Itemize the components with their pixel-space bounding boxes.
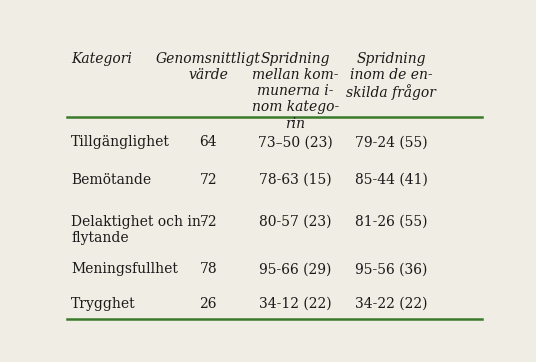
Text: Spridning
inom de en-
skilda frågor: Spridning inom de en- skilda frågor bbox=[346, 52, 436, 100]
Text: Delaktighet och in-
flytande: Delaktighet och in- flytande bbox=[71, 215, 206, 245]
Text: 95-56 (36): 95-56 (36) bbox=[355, 262, 427, 276]
Text: 85-44 (41): 85-44 (41) bbox=[355, 173, 427, 187]
Text: Meningsfullhet: Meningsfullhet bbox=[71, 262, 178, 276]
Text: 78-63 (15): 78-63 (15) bbox=[259, 173, 332, 187]
Text: 34-22 (22): 34-22 (22) bbox=[355, 297, 427, 311]
Text: 73–50 (23): 73–50 (23) bbox=[258, 135, 333, 150]
Text: 80-57 (23): 80-57 (23) bbox=[259, 215, 332, 229]
Text: 34-12 (22): 34-12 (22) bbox=[259, 297, 332, 311]
Text: 95-66 (29): 95-66 (29) bbox=[259, 262, 332, 276]
Text: Kategori: Kategori bbox=[71, 52, 132, 66]
Text: 81-26 (55): 81-26 (55) bbox=[355, 215, 427, 229]
Text: 72: 72 bbox=[199, 215, 217, 229]
Text: Genomsnittligt
värde: Genomsnittligt värde bbox=[156, 52, 260, 82]
Text: 64: 64 bbox=[199, 135, 217, 150]
Text: 26: 26 bbox=[199, 297, 217, 311]
Text: Trygghet: Trygghet bbox=[71, 297, 136, 311]
Text: 79-24 (55): 79-24 (55) bbox=[355, 135, 427, 150]
Text: Bemötande: Bemötande bbox=[71, 173, 151, 187]
Text: 78: 78 bbox=[199, 262, 217, 276]
Text: Spridning
mellan kom-
munerna i-
nom katego-
rin: Spridning mellan kom- munerna i- nom kat… bbox=[252, 52, 339, 131]
Text: 72: 72 bbox=[199, 173, 217, 187]
Text: Tillgänglighet: Tillgänglighet bbox=[71, 135, 170, 150]
